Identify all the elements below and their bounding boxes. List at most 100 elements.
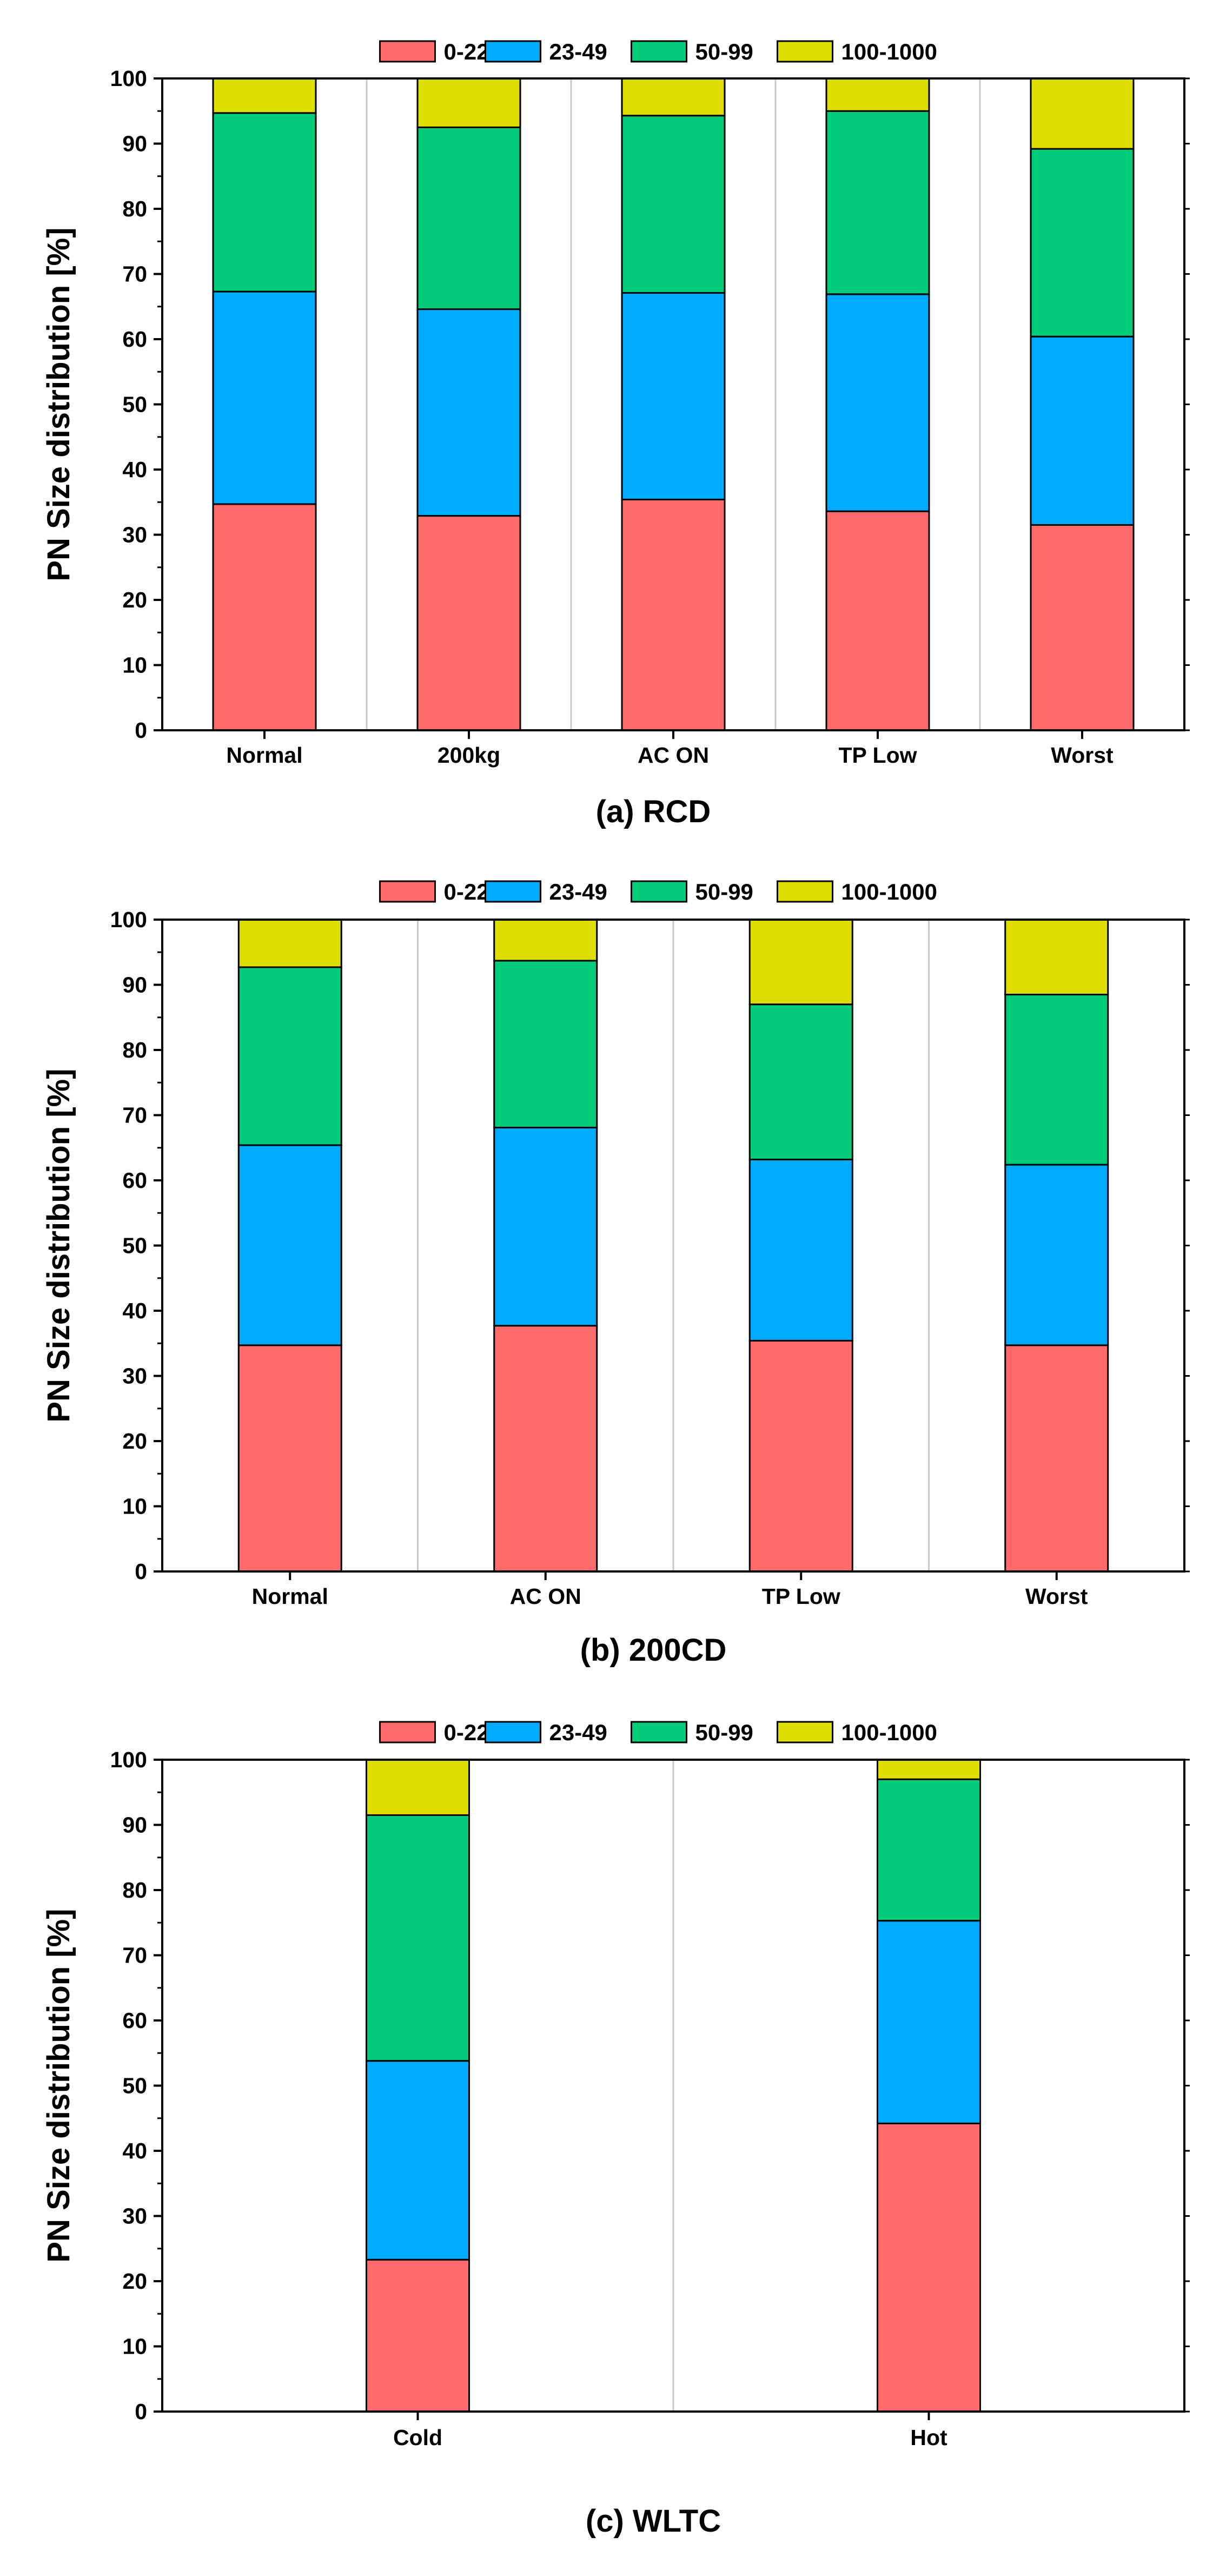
- bar-segment: [877, 1778, 981, 1922]
- bar-segment: [416, 515, 521, 731]
- legend-swatch: [485, 40, 541, 63]
- y-tick-label: 40: [122, 457, 147, 482]
- y-tick-label: 60: [122, 2008, 147, 2033]
- x-tick-label: 200kg: [438, 743, 500, 768]
- legend-swatch: [485, 880, 541, 903]
- bar-segment: [212, 112, 317, 293]
- legend: 0-22 23-49 50-99 100-1000: [379, 39, 938, 64]
- bar-segment: [877, 1920, 981, 2124]
- bar-segment: [877, 1759, 981, 1780]
- plot-border: [161, 919, 1185, 1573]
- x-tick-label: Normal: [226, 743, 302, 768]
- legend-swatch: [631, 40, 687, 63]
- bar-segment: [237, 1344, 342, 1573]
- legend-swatch: [777, 40, 833, 63]
- y-tick-label: 100: [110, 66, 147, 91]
- bar-segment: [212, 503, 317, 731]
- bar-segment: [493, 1325, 598, 1573]
- plot-border: [161, 77, 1185, 731]
- y-tick-label: 70: [122, 1943, 147, 1968]
- y-axis-label: PN Size distribution [%]: [41, 1908, 76, 2262]
- y-tick-label: 60: [122, 327, 147, 352]
- y-tick-label: 80: [122, 1038, 147, 1062]
- bar-segment: [493, 960, 598, 1128]
- bar-segment: [748, 1339, 853, 1573]
- bar-segment: [212, 77, 317, 114]
- bar-segment: [1030, 524, 1135, 731]
- bar-segment: [621, 498, 726, 731]
- y-tick-label: 50: [122, 392, 147, 417]
- bar-segment: [416, 308, 521, 517]
- bar-segment: [748, 919, 853, 1006]
- y-tick-label: 0: [135, 1559, 147, 1584]
- bar-segment: [825, 293, 930, 512]
- bar-segment: [1004, 1344, 1109, 1573]
- chart-3: Cold Hot 0 10 20 30 40 50 60 70 80 90 100 PN Size dis…: [41, 1720, 1190, 2539]
- legend: 0-22 23-49 50-99 100-1000: [379, 879, 937, 904]
- bar-segment: [366, 1814, 470, 2062]
- legend-label: 0-22: [444, 39, 489, 64]
- legend-swatch: [379, 1721, 436, 1743]
- chart-1: Normal 200kg AC ON TP Low Worst 0 10 20 30 40 50 60…: [41, 39, 1190, 829]
- legend-swatch: [631, 880, 687, 903]
- legend-label: 23-49: [549, 39, 607, 64]
- bar-segment: [877, 2122, 981, 2413]
- bar-segment: [1030, 335, 1135, 526]
- y-tick-label: 30: [122, 2204, 147, 2229]
- x-tick-label: Cold: [393, 2425, 442, 2450]
- y-tick-label: 10: [122, 1494, 147, 1519]
- bar-segment: [621, 115, 726, 294]
- y-tick-label: 70: [122, 1103, 147, 1128]
- chart-caption: (b) 200CD: [580, 1633, 727, 1668]
- y-tick-label: 20: [122, 2269, 147, 2294]
- bar-segment: [366, 2258, 470, 2413]
- x-tick-label: AC ON: [510, 1584, 581, 1609]
- x-tick-label: Worst: [1025, 1584, 1088, 1609]
- legend-swatch: [379, 40, 436, 63]
- y-tick-label: 80: [122, 196, 147, 221]
- bar-segment: [748, 1003, 853, 1160]
- legend-swatch: [379, 880, 436, 903]
- legend-label: 0-22: [444, 879, 489, 904]
- y-tick-label: 70: [122, 262, 147, 287]
- legend-label: 23-49: [549, 1720, 607, 1745]
- y-tick-label: 60: [122, 1168, 147, 1193]
- y-tick-label: 10: [122, 2334, 147, 2359]
- legend-label: 50-99: [695, 39, 753, 64]
- bar-segment: [416, 77, 521, 128]
- chart-caption: (a) RCD: [596, 794, 711, 829]
- bar-segment: [416, 126, 521, 311]
- y-tick-label: 30: [122, 523, 147, 547]
- y-tick-label: 10: [122, 653, 147, 678]
- y-tick-label: 20: [122, 1429, 147, 1454]
- bar-segment: [366, 2060, 470, 2261]
- y-tick-label: 90: [122, 973, 147, 998]
- bar-segment: [237, 1144, 342, 1346]
- legend-label: 50-99: [695, 879, 753, 904]
- y-tick-label: 0: [135, 718, 147, 743]
- bar-segment: [237, 919, 342, 968]
- legend-label: 23-49: [549, 879, 607, 904]
- y-tick-label: 20: [122, 587, 147, 612]
- bar-segment: [748, 1158, 853, 1342]
- plot-border: [161, 1759, 1185, 2413]
- bar-segment: [621, 77, 726, 117]
- y-tick-label: 100: [110, 1747, 147, 1772]
- bar-segment: [237, 966, 342, 1146]
- legend-label: 100-1000: [841, 39, 938, 64]
- legend: 0-22 23-49 50-99 100-1000: [379, 1720, 937, 1745]
- x-tick-label: AC ON: [638, 743, 709, 768]
- bar-segment: [825, 77, 930, 112]
- y-axis-label: PN Size distribution [%]: [41, 1068, 76, 1422]
- y-tick-label: 40: [122, 2138, 147, 2163]
- y-tick-label: 0: [135, 2399, 147, 2424]
- legend-swatch: [485, 1721, 541, 1743]
- y-tick-label: 90: [122, 131, 147, 156]
- x-tick-label: TP Low: [838, 743, 917, 768]
- bar-segment: [825, 510, 930, 731]
- y-tick-label: 50: [122, 1233, 147, 1258]
- bar-segment: [1030, 148, 1135, 338]
- bar-segment: [1004, 1164, 1109, 1346]
- y-tick-label: 50: [122, 2073, 147, 2098]
